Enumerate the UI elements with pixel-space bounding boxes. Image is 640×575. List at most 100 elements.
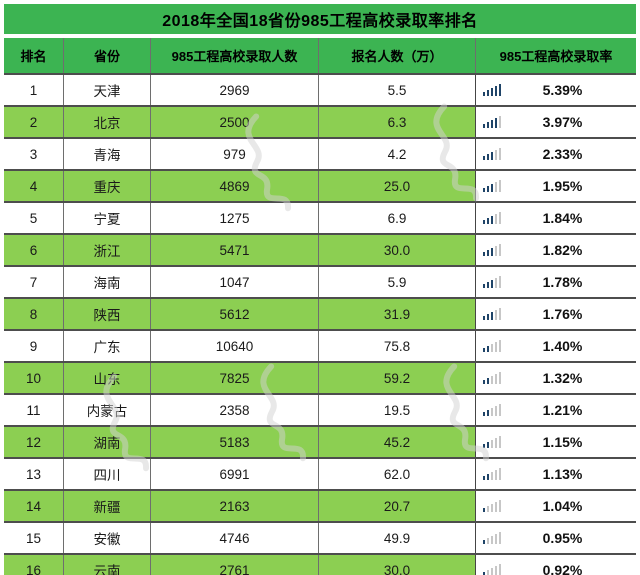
rate-value: 1.32% [542, 370, 583, 386]
admitted-cell: 4746 [150, 523, 318, 553]
rate-value: 1.76% [542, 306, 583, 322]
rate-value: 0.95% [542, 530, 583, 546]
bar-rating-icon [483, 276, 501, 288]
applicants-cell: 6.3 [318, 107, 475, 137]
province-cell: 湖南 [63, 427, 150, 457]
province-cell: 天津 [63, 75, 150, 105]
rate-value: 1.21% [542, 402, 583, 418]
rank-cell: 5 [4, 203, 63, 233]
rate-cell: 1.32% [475, 363, 636, 393]
rate-value: 1.15% [542, 434, 583, 450]
applicants-cell: 49.9 [318, 523, 475, 553]
admitted-cell: 2500 [150, 107, 318, 137]
rank-cell: 3 [4, 139, 63, 169]
bar-rating-icon [483, 116, 501, 128]
table-row: 8 陕西 5612 31.9 1.76% [4, 297, 636, 329]
admitted-cell: 1047 [150, 267, 318, 297]
applicants-cell: 19.5 [318, 395, 475, 425]
bar-rating-icon [483, 340, 501, 352]
province-cell: 海南 [63, 267, 150, 297]
bar-rating-icon [483, 244, 501, 256]
table-row: 2 北京 2500 6.3 3.97% [4, 105, 636, 137]
province-cell: 陕西 [63, 299, 150, 329]
rank-cell: 16 [4, 555, 63, 575]
applicants-cell: 30.0 [318, 555, 475, 575]
table-row: 4 重庆 4869 25.0 1.95% [4, 169, 636, 201]
bar-rating-icon [483, 212, 501, 224]
table-row: 10 山东 7825 59.2 1.32% [4, 361, 636, 393]
admitted-cell: 2163 [150, 491, 318, 521]
applicants-cell: 31.9 [318, 299, 475, 329]
table-row: 13 四川 6991 62.0 1.13% [4, 457, 636, 489]
rate-value: 1.84% [542, 210, 583, 226]
applicants-cell: 20.7 [318, 491, 475, 521]
rate-cell: 1.15% [475, 427, 636, 457]
rate-value: 1.78% [542, 274, 583, 290]
rate-cell: 0.95% [475, 523, 636, 553]
header-rate: 985工程高校录取率 [475, 38, 636, 73]
province-cell: 新疆 [63, 491, 150, 521]
rate-cell: 1.84% [475, 203, 636, 233]
rank-cell: 9 [4, 331, 63, 361]
rate-value: 3.97% [542, 114, 583, 130]
table-row: 6 浙江 5471 30.0 1.82% [4, 233, 636, 265]
province-cell: 山东 [63, 363, 150, 393]
header-rank: 排名 [4, 38, 63, 73]
rank-cell: 15 [4, 523, 63, 553]
rate-value: 1.95% [542, 178, 583, 194]
rate-cell: 0.92% [475, 555, 636, 575]
rate-cell: 5.39% [475, 75, 636, 105]
applicants-cell: 5.9 [318, 267, 475, 297]
province-cell: 安徽 [63, 523, 150, 553]
table-title-bar: 2018年全国18省份985工程高校录取率排名 [4, 4, 636, 34]
rate-value: 5.39% [542, 82, 583, 98]
header-admitted: 985工程高校录取人数 [150, 38, 318, 73]
table-row: 5 宁夏 1275 6.9 1.84% [4, 201, 636, 233]
table-row: 12 湖南 5183 45.2 1.15% [4, 425, 636, 457]
rate-value: 0.92% [542, 562, 583, 575]
bar-rating-icon [483, 564, 501, 575]
rank-cell: 11 [4, 395, 63, 425]
province-cell: 重庆 [63, 171, 150, 201]
applicants-cell: 62.0 [318, 459, 475, 489]
rank-cell: 6 [4, 235, 63, 265]
province-cell: 北京 [63, 107, 150, 137]
rate-cell: 1.40% [475, 331, 636, 361]
province-cell: 青海 [63, 139, 150, 169]
admitted-cell: 7825 [150, 363, 318, 393]
bar-rating-icon [483, 500, 501, 512]
province-cell: 宁夏 [63, 203, 150, 233]
rate-cell: 2.33% [475, 139, 636, 169]
admitted-cell: 979 [150, 139, 318, 169]
applicants-cell: 25.0 [318, 171, 475, 201]
rate-cell: 1.04% [475, 491, 636, 521]
rank-cell: 12 [4, 427, 63, 457]
bar-rating-icon [483, 180, 501, 192]
rate-cell: 1.13% [475, 459, 636, 489]
admitted-cell: 1275 [150, 203, 318, 233]
bar-rating-icon [483, 372, 501, 384]
table-header-row: 排名 省份 985工程高校录取人数 报名人数（万） 985工程高校录取率 [4, 38, 636, 73]
rate-cell: 3.97% [475, 107, 636, 137]
rank-cell: 13 [4, 459, 63, 489]
table-row: 3 青海 979 4.2 2.33% [4, 137, 636, 169]
rate-cell: 1.76% [475, 299, 636, 329]
bar-rating-icon [483, 436, 501, 448]
rank-cell: 2 [4, 107, 63, 137]
province-cell: 内蒙古 [63, 395, 150, 425]
province-cell: 云南 [63, 555, 150, 575]
rank-cell: 14 [4, 491, 63, 521]
table-row: 11 内蒙古 2358 19.5 1.21% [4, 393, 636, 425]
admitted-cell: 2358 [150, 395, 318, 425]
table-body: 1 天津 2969 5.5 5.39% 2 北京 2500 6.3 3.97% … [4, 73, 636, 575]
rank-cell: 4 [4, 171, 63, 201]
admitted-cell: 6991 [150, 459, 318, 489]
title-header-divider [4, 34, 636, 38]
header-province: 省份 [63, 38, 150, 73]
applicants-cell: 6.9 [318, 203, 475, 233]
applicants-cell: 5.5 [318, 75, 475, 105]
admitted-cell: 2969 [150, 75, 318, 105]
bar-rating-icon [483, 148, 501, 160]
province-cell: 浙江 [63, 235, 150, 265]
applicants-cell: 75.8 [318, 331, 475, 361]
